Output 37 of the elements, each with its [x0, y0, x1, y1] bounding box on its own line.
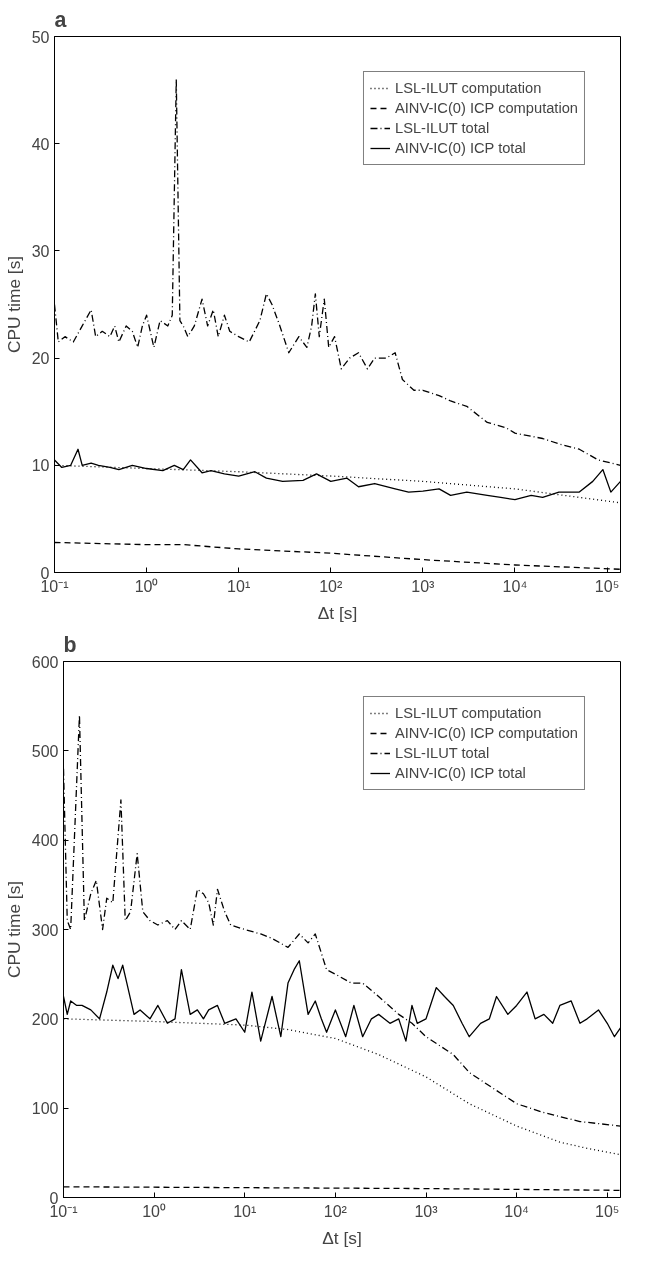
x-tick-label: 10⁵: [595, 1202, 620, 1220]
legend-label: LSL-ILUT total: [394, 120, 490, 136]
x-tick-label: 10¹: [233, 1202, 257, 1220]
y-tick-label: 10: [31, 457, 50, 475]
y-axis-title: CPU time [s]: [3, 255, 24, 354]
chart-title: b: [63, 632, 77, 657]
legend-label: AINV-IC(0) ICP computation: [394, 725, 578, 741]
y-tick-label: 50: [31, 28, 50, 46]
y-tick-label: 600: [31, 653, 59, 671]
x-tick-label: 10⁴: [504, 1202, 530, 1220]
x-tick-label: 10²: [323, 1202, 348, 1220]
y-axis-title: CPU time [s]: [3, 880, 24, 979]
x-tick-label: 10⁰: [142, 1202, 167, 1220]
x-tick-label: 10³: [414, 1202, 439, 1220]
y-tick-label: 30: [31, 242, 50, 260]
x-tick-label: 10¹: [227, 577, 251, 595]
x-tick-label: 10³: [411, 577, 436, 595]
y-tick-label: 400: [31, 832, 59, 850]
y-tick-label: 300: [31, 921, 59, 939]
x-axis-title: Δt [s]: [317, 602, 358, 623]
y-tick-label: 100: [31, 1100, 59, 1118]
legend-label: AINV-IC(0) ICP computation: [394, 100, 578, 116]
legend-label: AINV-IC(0) ICP total: [394, 140, 526, 156]
x-tick-label: 10⁴: [502, 577, 528, 595]
legend-label: LSL-ILUT computation: [394, 705, 542, 721]
x-tick-label: 10⁵: [594, 577, 620, 595]
chart-title: a: [54, 7, 67, 32]
y-tick-label: 40: [31, 135, 50, 153]
x-tick-label: 10⁰: [134, 577, 159, 595]
x-axis-title: Δt [s]: [322, 1227, 362, 1248]
y-tick-label: 500: [31, 742, 59, 760]
legend-label: LSL-ILUT computation: [394, 80, 542, 96]
y-tick-label: 20: [31, 350, 50, 368]
x-tick-label: 10²: [319, 577, 344, 595]
y-tick-label: 200: [31, 1010, 59, 1028]
legend-label: LSL-ILUT total: [394, 745, 490, 761]
legend-label: AINV-IC(0) ICP total: [394, 765, 526, 781]
